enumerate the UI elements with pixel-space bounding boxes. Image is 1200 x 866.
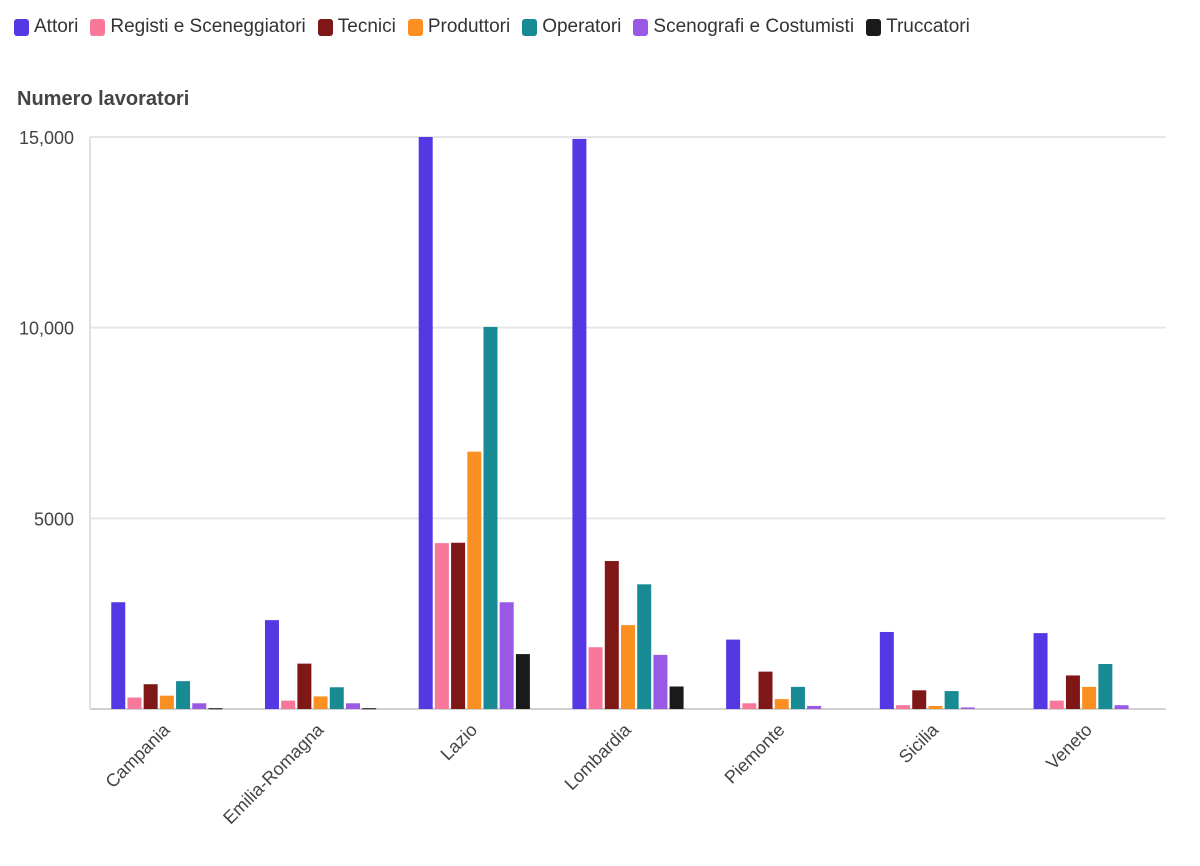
bar-sicilia-produttori[interactable] — [928, 705, 943, 709]
y-tick-label: 15,000 — [19, 128, 74, 148]
bar-lombardia-produttori[interactable] — [621, 625, 635, 709]
bar-lazio-registi-e-sceneggiatori[interactable] — [434, 543, 449, 709]
y-tick-label: 5000 — [34, 509, 74, 529]
x-tick-label: Emilia-Romagna — [219, 719, 328, 828]
bar-lombardia-operatori[interactable] — [637, 584, 652, 709]
bar-veneto-produttori[interactable] — [1082, 686, 1097, 709]
bar-piemonte-operatori[interactable] — [790, 686, 805, 709]
bar-emilia-romagna-truccatori[interactable] — [362, 708, 377, 710]
bar-campania-scenografi-e-costumisti[interactable] — [192, 703, 207, 709]
legend-item-scenografi-e-costumisti[interactable]: Scenografi e Costumisti — [633, 16, 854, 38]
x-axis-labels: Campania Emilia-Romagna Lazio Lombardia Piem… — [102, 719, 1096, 828]
legend-item-tecnici[interactable]: Tecnici — [317, 16, 396, 38]
bar-campania-produttori[interactable] — [159, 695, 174, 709]
bar-lombardia-registi-e-sceneggiatori[interactable] — [588, 647, 603, 709]
bar-lombardia-tecnici[interactable] — [604, 561, 619, 709]
bar-veneto-attori[interactable] — [1033, 633, 1048, 709]
legend-label: Produttori — [427, 16, 511, 37]
legend-label: Attori — [34, 16, 79, 37]
bar-veneto-registi-e-sceneggiatori[interactable] — [1049, 700, 1064, 709]
bar-lazio-operatori[interactable] — [483, 326, 498, 709]
legend-label: Operatori — [542, 16, 622, 37]
x-tick-label: Lombardia — [561, 719, 636, 794]
x-tick-label: Sicilia — [895, 719, 943, 767]
x-tick-label: Campania — [102, 719, 175, 792]
chart-legend: Attori Registi e Sceneggiatori Tecnici Prod… — [14, 16, 982, 38]
bar-piemonte-attori[interactable] — [726, 639, 741, 709]
bar-sicilia-scenografi-e-costumisti[interactable] — [960, 707, 975, 709]
legend-swatch — [866, 18, 882, 36]
bar-piemonte-tecnici[interactable] — [758, 671, 773, 709]
bar-veneto-operatori[interactable] — [1098, 664, 1113, 709]
bar-emilia-romagna-registi-e-sceneggiatori[interactable] — [281, 700, 296, 709]
bar-emilia-romagna-scenografi-e-costumisti[interactable] — [345, 703, 360, 709]
grid-lines — [89, 136, 1166, 710]
legend-swatch — [522, 18, 538, 36]
bar-piemonte-produttori[interactable] — [774, 699, 789, 709]
x-tick-label: Piemonte — [721, 720, 789, 788]
bar-emilia-romagna-operatori[interactable] — [329, 687, 344, 709]
legend-item-operatori[interactable]: Operatori — [522, 16, 621, 38]
bar-lazio-attori[interactable] — [418, 137, 433, 709]
bar-lazio-produttori[interactable] — [467, 451, 482, 709]
legend-swatch — [317, 18, 333, 36]
legend-label: Tecnici — [337, 16, 396, 37]
bar-sicilia-attori[interactable] — [879, 631, 894, 709]
bar-veneto-scenografi-e-costumisti[interactable] — [1114, 705, 1129, 709]
bar-campania-attori[interactable] — [111, 602, 126, 709]
y-axis-ticks: 5000 10,000 15,000 — [19, 128, 74, 529]
bar-sicilia-operatori[interactable] — [944, 691, 959, 709]
legend-swatch — [633, 18, 649, 36]
bar-lombardia-truccatori[interactable] — [669, 686, 684, 709]
x-tick-label: Lazio — [437, 720, 482, 765]
bar-piemonte-scenografi-e-costumisti[interactable] — [807, 705, 822, 709]
legend-item-registi-e-sceneggiatori[interactable]: Registi e Sceneggiatori — [90, 16, 306, 38]
y-axis-title: Numero lavoratori — [17, 88, 190, 110]
legend-swatch — [90, 18, 106, 36]
bar-campania-registi-e-sceneggiatori[interactable] — [127, 697, 142, 709]
bar-emilia-romagna-attori[interactable] — [264, 620, 279, 709]
bar-emilia-romagna-tecnici[interactable] — [297, 663, 312, 709]
legend-label: Truccatori — [886, 16, 970, 37]
legend-label: Registi e Sceneggiatori — [110, 16, 306, 37]
legend-item-truccatori[interactable]: Truccatori — [866, 16, 970, 38]
bar-sicilia-registi-e-sceneggiatori[interactable] — [896, 705, 911, 709]
bar-campania-truccatori[interactable] — [208, 708, 223, 710]
y-tick-label: 10,000 — [19, 319, 74, 339]
bar-campania-operatori[interactable] — [176, 681, 191, 709]
legend-item-produttori[interactable]: Produttori — [407, 16, 511, 38]
x-tick-label: Veneto — [1042, 720, 1096, 774]
bar-emilia-romagna-produttori[interactable] — [313, 696, 328, 709]
legend-swatch — [14, 18, 29, 36]
bar-veneto-tecnici[interactable] — [1065, 675, 1080, 709]
bar-lazio-tecnici[interactable] — [451, 542, 466, 709]
bar-lazio-scenografi-e-costumisti[interactable] — [499, 602, 514, 709]
bar-campania-tecnici[interactable] — [143, 684, 158, 709]
bar-piemonte-registi-e-sceneggiatori[interactable] — [742, 703, 757, 709]
legend-label: Scenografi e Costumisti — [653, 16, 855, 37]
legend-swatch — [407, 18, 423, 36]
bar-lombardia-attori[interactable] — [572, 138, 587, 709]
legend-item-attori[interactable]: Attori — [14, 16, 78, 38]
bars — [111, 137, 1129, 710]
bar-lombardia-scenografi-e-costumisti[interactable] — [653, 654, 668, 709]
bar-lazio-truccatori[interactable] — [515, 654, 530, 709]
bar-sicilia-tecnici[interactable] — [912, 690, 927, 709]
